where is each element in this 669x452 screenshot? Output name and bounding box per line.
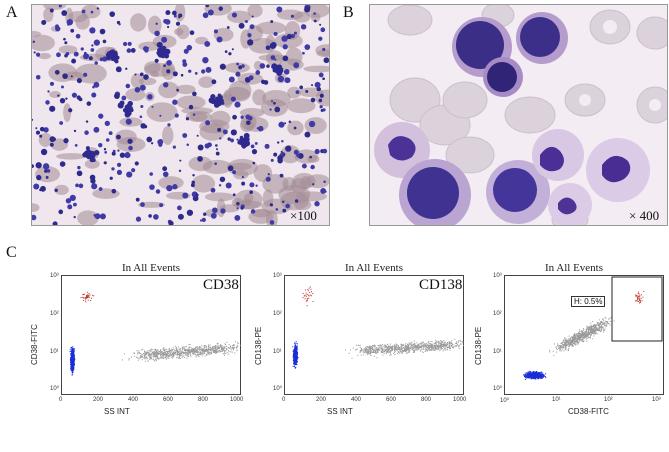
plot1-xtick: 600 (163, 397, 174, 403)
panel-letter-a: A (6, 4, 18, 21)
plot2-title: In All Events (344, 262, 404, 274)
plot2-xtick: 0 (282, 397, 286, 403)
plot3-xtick: 10² (604, 397, 613, 403)
plot1-scatter (61, 275, 241, 395)
plot1-ylabel: CD38-FITC (30, 324, 39, 365)
plot2-ytick: 10⁰ (273, 386, 283, 392)
plot3-xtick: 10¹ (552, 397, 561, 403)
plot1-ytick: 10² (50, 311, 59, 317)
plot1-marker: CD38 (203, 277, 239, 293)
magnification-b: × 400 (629, 208, 660, 223)
plot2-ylabel: CD138-PE (254, 326, 263, 365)
micrograph-a-image (32, 5, 329, 225)
micrograph-a (31, 4, 330, 226)
plot2-xtick: 200 (316, 397, 327, 403)
gate-label: H: 0.5% (571, 296, 606, 307)
plot2-xtick: 600 (386, 397, 397, 403)
plot2-scatter (284, 275, 464, 395)
plot2-xlabel: SS INT (327, 407, 353, 416)
plot3-scatter (504, 275, 664, 395)
plot1-xtick: 200 (93, 397, 104, 403)
plot1-xlabel: SS INT (104, 407, 130, 416)
plot1-ytick: 10¹ (50, 349, 59, 355)
plot1-xtick: 400 (128, 397, 139, 403)
plot3-xtick: 10³ (652, 397, 661, 403)
plot2-xtick: 1000 (453, 397, 467, 403)
panel-letter-b: B (343, 4, 354, 21)
plot3-title: In All Events (544, 262, 604, 274)
plot3-xtick: 10⁰ (500, 398, 510, 404)
plot2-ytick: 10¹ (273, 349, 282, 355)
plot1-xtick: 0 (59, 397, 63, 403)
plot3-ylabel: CD138-PE (474, 326, 483, 365)
plot1-xtick: 800 (198, 397, 209, 403)
plot3-ytick: 10¹ (493, 349, 502, 355)
plot2-xtick: 800 (421, 397, 432, 403)
plot3-xlabel: CD38-FITC (568, 407, 609, 416)
magnification-a: ×100 (290, 208, 317, 223)
plot3-ytick: 10² (493, 311, 502, 317)
plot2-xtick: 400 (351, 397, 362, 403)
micrograph-b-image (374, 5, 667, 225)
micrograph-b (369, 4, 668, 226)
panel-letter-c: C (6, 244, 17, 261)
plot1-ytick: 10³ (50, 273, 59, 279)
plot1-ytick: 10⁰ (50, 386, 60, 392)
plot3-ytick: 10⁰ (493, 386, 503, 392)
plot2-ytick: 10² (273, 311, 282, 317)
plot2-ytick: 10³ (273, 273, 282, 279)
plot1-xtick: 1000 (230, 397, 244, 403)
plot3-ytick: 10³ (493, 273, 502, 279)
plot1-title: In All Events (121, 262, 181, 274)
plot2-marker: CD138 (419, 277, 463, 293)
